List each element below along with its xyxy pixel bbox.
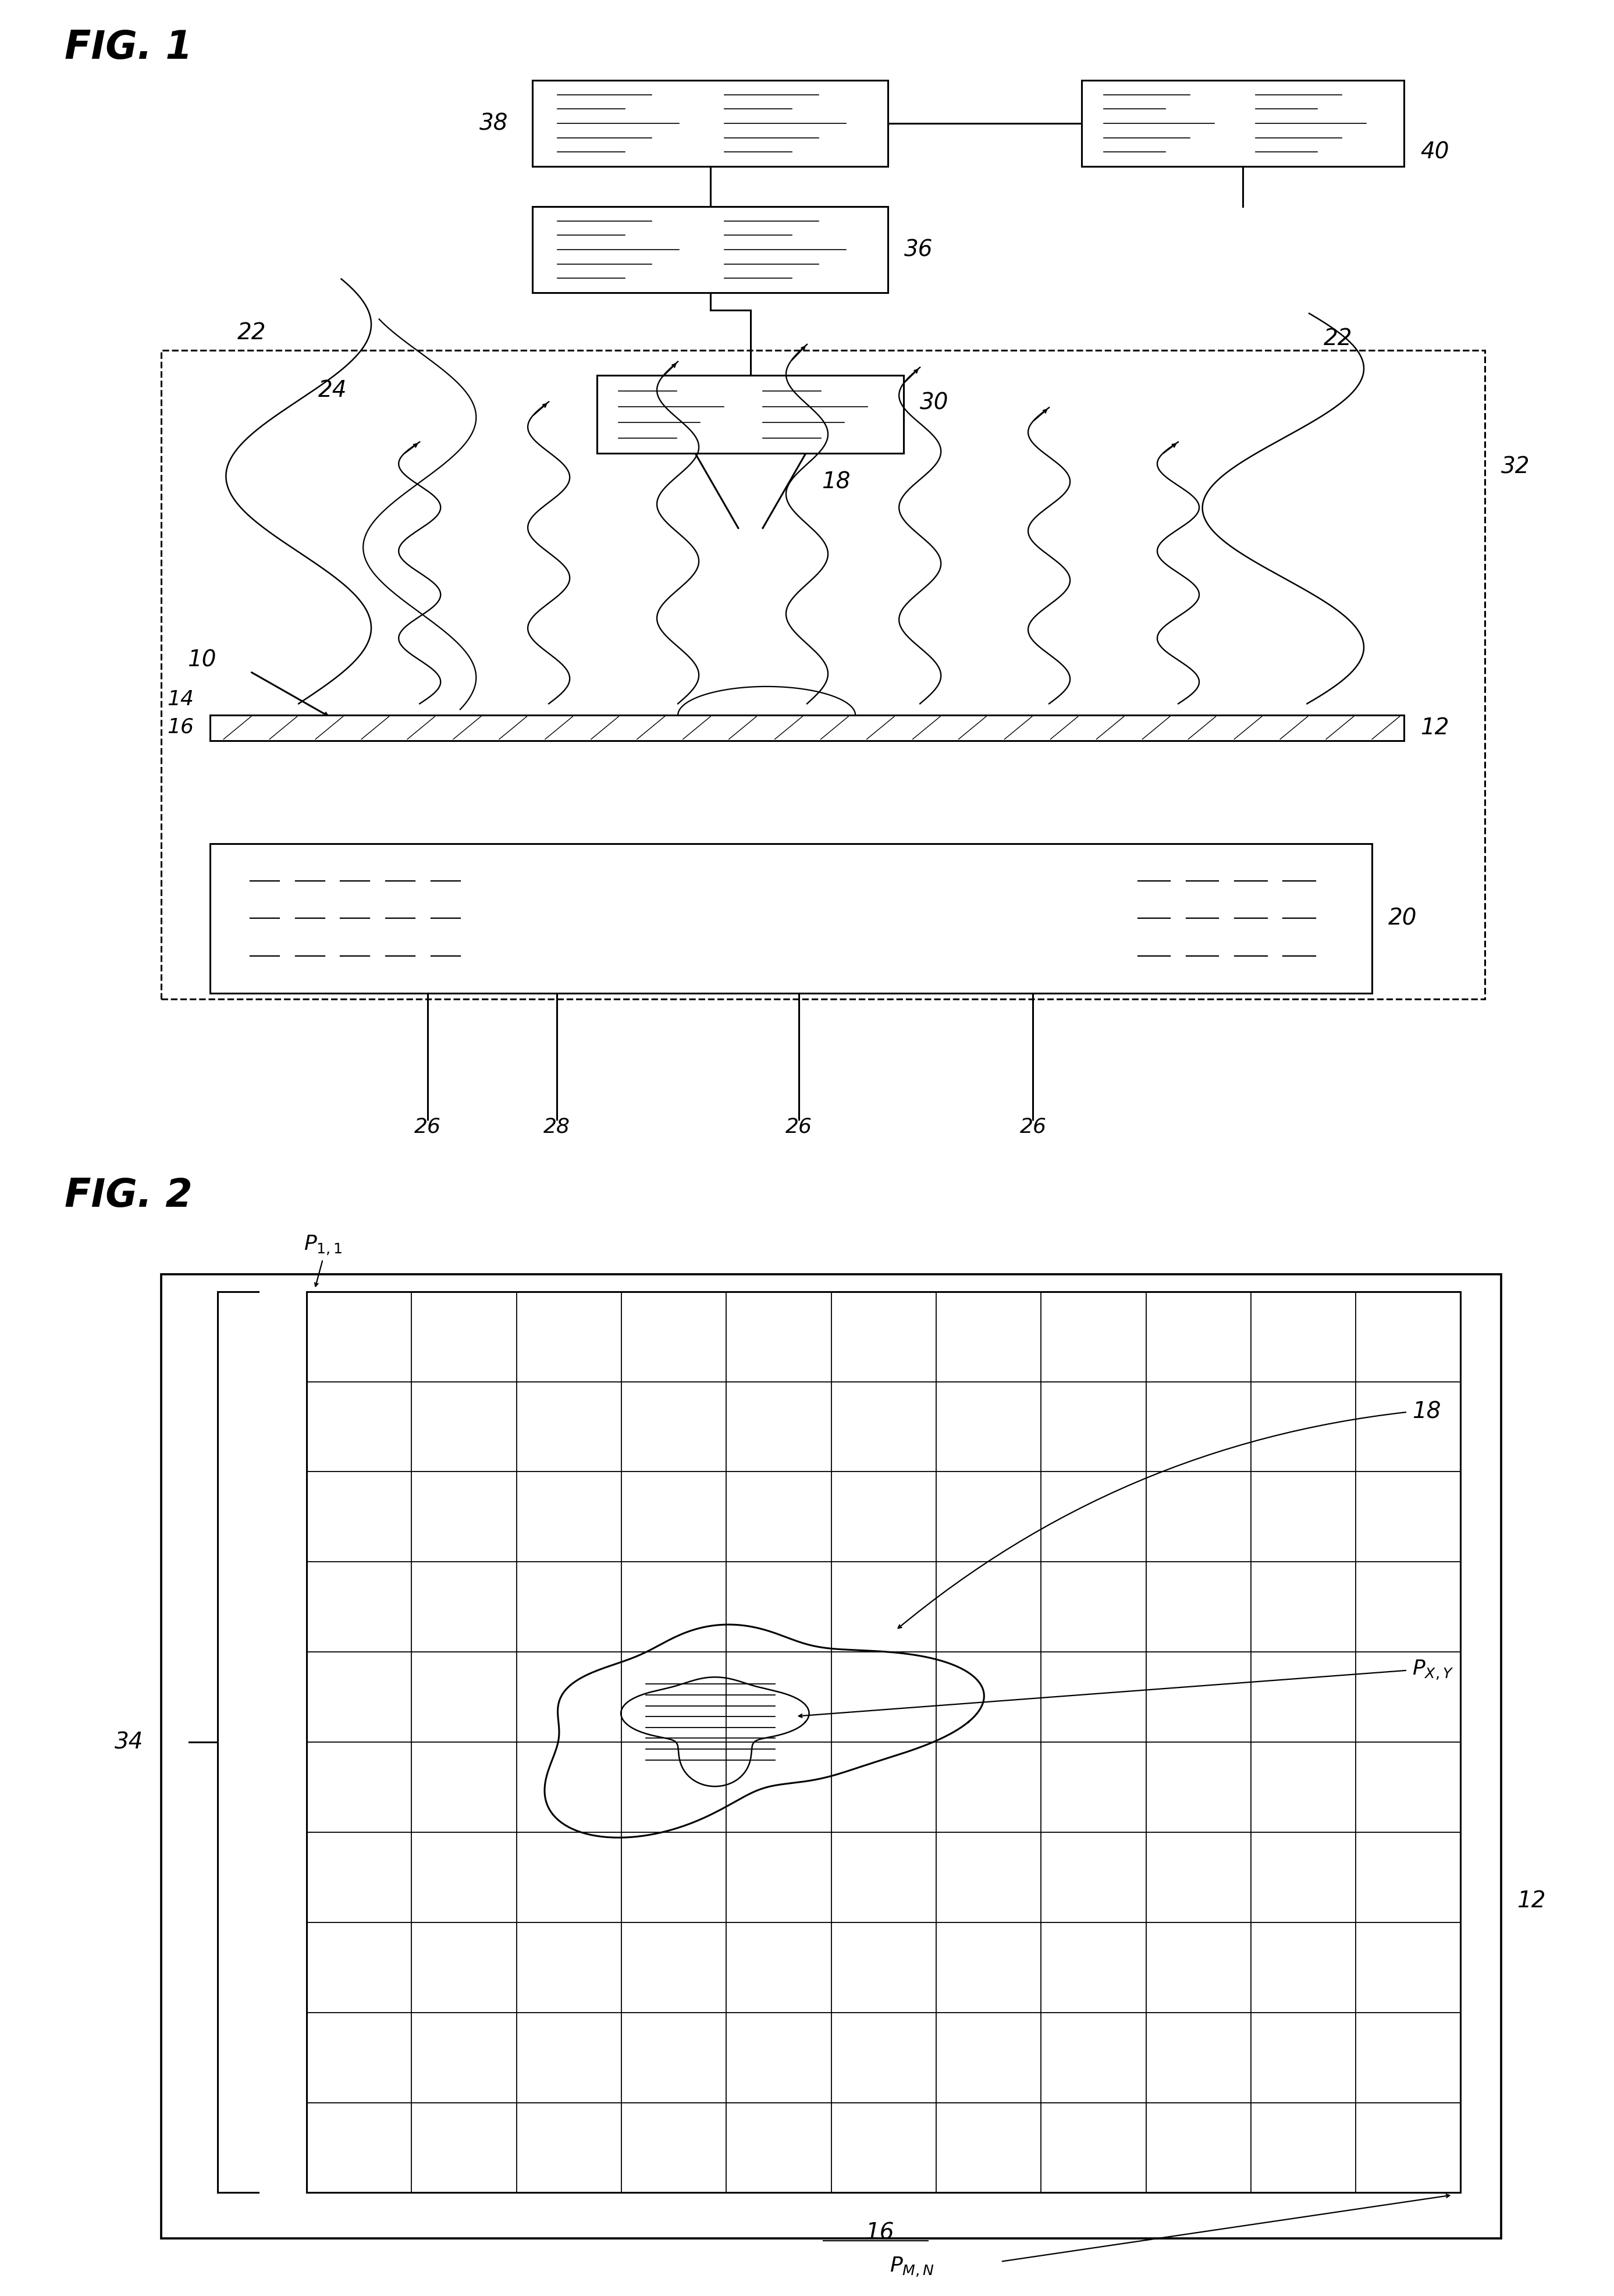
Bar: [210, 843, 1372, 992]
Bar: [533, 80, 888, 168]
Text: FIG. 1: FIG. 1: [65, 28, 192, 67]
Text: 38: 38: [479, 113, 508, 135]
Text: 30: 30: [920, 393, 949, 413]
Text: $P_{M,N}$: $P_{M,N}$: [889, 2257, 935, 2278]
Text: 22: 22: [237, 321, 266, 344]
Text: 10: 10: [187, 650, 216, 670]
Text: 26: 26: [786, 1116, 812, 1137]
Bar: [1081, 80, 1404, 168]
Text: 22: 22: [1323, 328, 1353, 349]
Text: 28: 28: [544, 1116, 570, 1137]
Bar: [597, 374, 904, 455]
Text: $P_{1,1}$: $P_{1,1}$: [303, 1235, 342, 1258]
Text: 40: 40: [1420, 140, 1449, 163]
Text: 26: 26: [1020, 1116, 1046, 1137]
Text: $P_{X,Y}$: $P_{X,Y}$: [1412, 1660, 1454, 1681]
Text: 14: 14: [166, 689, 194, 709]
Text: 34: 34: [115, 1731, 144, 1754]
Bar: [210, 716, 1404, 739]
Text: 26: 26: [415, 1116, 441, 1137]
Text: 32: 32: [1501, 457, 1530, 478]
Bar: [307, 1290, 1461, 2193]
Text: 36: 36: [904, 239, 933, 262]
Bar: [161, 351, 1485, 999]
Text: 18: 18: [1412, 1401, 1441, 1424]
Text: 16: 16: [166, 716, 194, 737]
Text: 20: 20: [1388, 907, 1417, 930]
Text: FIG. 2: FIG. 2: [65, 1176, 192, 1215]
Bar: [533, 207, 888, 292]
Text: 12: 12: [1517, 1890, 1546, 1913]
Text: 18: 18: [822, 471, 851, 494]
Bar: [161, 1274, 1501, 2239]
Text: 24: 24: [318, 379, 347, 402]
Text: 16: 16: [865, 2223, 894, 2243]
Text: 12: 12: [1420, 716, 1449, 739]
